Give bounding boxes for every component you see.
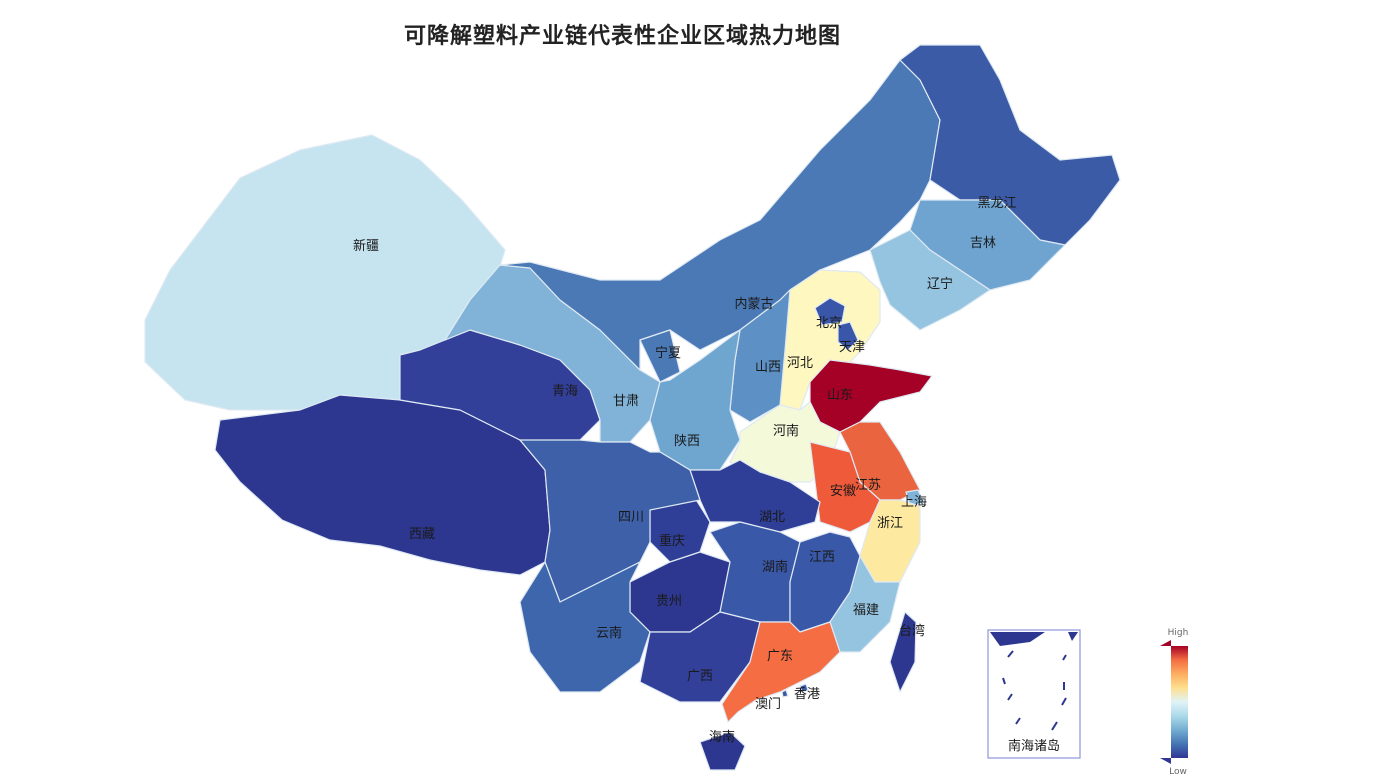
province-label: 福建 (853, 603, 879, 618)
province-region[interactable] (649, 329, 741, 471)
province-region[interactable] (721, 621, 841, 723)
province-label: 安徽 (830, 484, 856, 499)
province-label: 江苏 (855, 477, 881, 493)
province-region[interactable] (499, 59, 941, 371)
province-label: 上海 (901, 495, 927, 510)
province-label: 广西 (687, 669, 713, 684)
inset-nine-dash-line (1002, 650, 1067, 731)
province-label: 海南 (709, 729, 735, 745)
province-label: 黑龙江 (977, 196, 1016, 211)
province-label: 台湾 (899, 623, 925, 639)
province-label: 山东 (827, 388, 853, 403)
province-region[interactable] (799, 683, 809, 693)
province-label: 澳门 (755, 696, 781, 712)
province-label: 云南 (596, 625, 622, 641)
legend-low-label: Low (1169, 767, 1187, 777)
province-label: 香港 (794, 687, 820, 702)
province-label: 贵州 (656, 594, 682, 609)
province-label: 湖北 (759, 510, 785, 525)
province-label: 江西 (809, 550, 835, 565)
province-label: 浙江 (877, 516, 903, 531)
province-region[interactable] (905, 489, 925, 507)
province-region[interactable] (837, 321, 859, 351)
legend-gradient-bar (1171, 646, 1188, 758)
province-region[interactable] (889, 611, 917, 693)
province-label: 青海 (552, 384, 578, 399)
legend-high-handle[interactable] (1160, 640, 1171, 646)
color-legend[interactable]: High Low (1160, 628, 1188, 777)
map-title: 可降解塑料产业链代表性企业区域热力地图 (403, 24, 841, 49)
province-label: 内蒙古 (734, 296, 773, 312)
province-region[interactable] (639, 329, 681, 383)
province-region[interactable] (899, 44, 1121, 246)
province-label: 山西 (755, 360, 781, 375)
province-region[interactable] (519, 439, 701, 603)
province-label: 天津 (839, 340, 865, 355)
province-label: 陕西 (674, 434, 700, 449)
province-label: 西藏 (409, 527, 435, 542)
inset-label: 南海诸岛 (1008, 738, 1060, 754)
inset-island (990, 632, 1045, 646)
province-region[interactable] (814, 297, 846, 326)
legend-high-label: High (1168, 628, 1189, 638)
inset-island (1068, 632, 1078, 641)
province-region[interactable] (214, 394, 551, 576)
south-china-sea-inset: 南海诸岛 (987, 629, 1081, 759)
province-label: 辽宁 (927, 276, 953, 292)
province-region[interactable] (781, 689, 789, 698)
province-region[interactable] (869, 229, 991, 331)
province-label: 四川 (618, 510, 644, 525)
province-label: 吉林 (970, 236, 996, 251)
province-label: 河南 (773, 423, 799, 439)
province-label: 北京 (816, 316, 842, 331)
province-label: 甘肃 (613, 394, 639, 409)
province-label: 湖南 (762, 559, 788, 575)
legend-low-handle[interactable] (1160, 758, 1171, 764)
province-region[interactable] (699, 731, 746, 771)
province-label: 广东 (767, 649, 793, 664)
province-label: 重庆 (659, 533, 685, 549)
province-label: 新疆 (353, 238, 379, 254)
province-label: 河北 (787, 356, 813, 371)
province-label: 宁夏 (655, 345, 681, 361)
province-region[interactable] (829, 555, 901, 653)
